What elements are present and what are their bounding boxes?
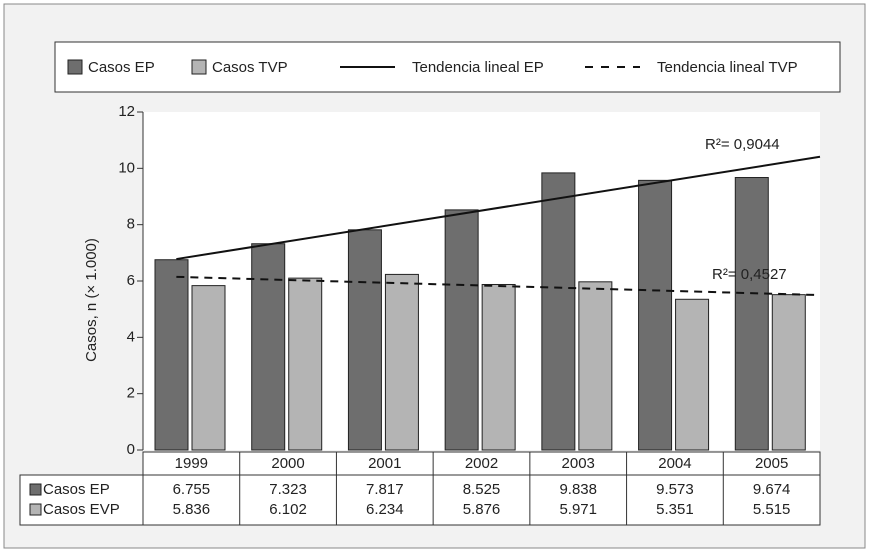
legend-label: Tendencia lineal TVP xyxy=(657,59,798,76)
bar xyxy=(154,259,189,451)
table-body xyxy=(19,474,821,526)
bar xyxy=(675,298,710,451)
bar xyxy=(347,229,382,451)
legend-swatch xyxy=(67,59,83,75)
table-value: 8.525 xyxy=(463,481,501,498)
x-tick-label: 2000 xyxy=(271,455,304,472)
y-tick-label: 6 xyxy=(127,272,135,289)
table-row-label: Casos EP xyxy=(43,481,110,498)
y-tick-label: 12 xyxy=(118,103,135,120)
x-tick-label: 2004 xyxy=(658,455,691,472)
legend-box xyxy=(54,41,841,93)
x-tick-label: 2002 xyxy=(465,455,498,472)
x-tick-label: 2001 xyxy=(368,455,401,472)
bar xyxy=(191,285,226,451)
table-value: 9.838 xyxy=(559,481,597,498)
legend-label: Tendencia lineal EP xyxy=(412,59,544,76)
bar xyxy=(288,277,323,451)
bar xyxy=(638,179,673,451)
bar xyxy=(481,283,516,451)
legend-label: Casos TVP xyxy=(212,59,288,76)
table-value: 5.351 xyxy=(656,501,694,518)
bar xyxy=(771,294,806,451)
y-tick-label: 0 xyxy=(127,441,135,458)
bar xyxy=(384,273,419,451)
table-swatch xyxy=(29,503,42,516)
bar xyxy=(734,177,769,451)
table-value: 6.102 xyxy=(269,501,307,518)
table-value: 9.674 xyxy=(753,481,791,498)
table-value: 5.876 xyxy=(463,501,501,518)
table-value: 6.234 xyxy=(366,501,404,518)
table-value: 9.573 xyxy=(656,481,694,498)
x-tick-label: 2005 xyxy=(755,455,788,472)
table-swatch xyxy=(29,483,42,496)
table-value: 6.755 xyxy=(173,481,211,498)
table-row-label: Casos EVP xyxy=(43,501,120,518)
bar xyxy=(578,281,613,451)
x-tick-label: 2003 xyxy=(562,455,595,472)
x-tick-label: 1999 xyxy=(175,455,208,472)
y-tick-label: 2 xyxy=(127,385,135,402)
legend-swatch xyxy=(191,59,207,75)
table-value: 5.836 xyxy=(173,501,211,518)
trend-annotation: R²= 0,4527 xyxy=(712,266,787,283)
table-value: 7.323 xyxy=(269,481,307,498)
y-tick-label: 10 xyxy=(118,159,135,176)
bar xyxy=(444,209,479,451)
legend-label: Casos EP xyxy=(88,59,155,76)
y-tick-label: 8 xyxy=(127,216,135,233)
y-tick-label: 4 xyxy=(127,328,135,345)
y-axis-label: Casos, n (× 1.000) xyxy=(83,238,100,362)
trend-line xyxy=(176,155,821,261)
table-value: 7.817 xyxy=(366,481,404,498)
trend-annotation: R²= 0,9044 xyxy=(705,136,780,153)
trend-line xyxy=(176,275,821,297)
table-value: 5.971 xyxy=(559,501,597,518)
table-value: 5.515 xyxy=(753,501,791,518)
bar xyxy=(541,172,576,451)
bar xyxy=(251,243,286,451)
